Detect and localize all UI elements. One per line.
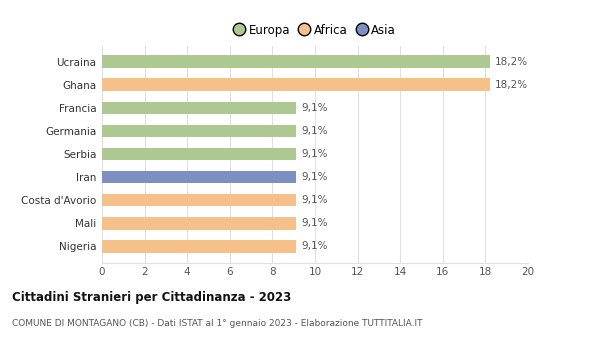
Bar	[102, 171, 296, 183]
Legend: Europa, Africa, Asia: Europa, Africa, Asia	[230, 19, 400, 41]
Text: 9,1%: 9,1%	[301, 195, 328, 205]
Text: 9,1%: 9,1%	[301, 103, 328, 113]
Text: 9,1%: 9,1%	[301, 218, 328, 228]
Text: 9,1%: 9,1%	[301, 126, 328, 136]
Bar	[102, 217, 296, 230]
Bar	[102, 240, 296, 253]
Text: 9,1%: 9,1%	[301, 149, 328, 159]
Text: Cittadini Stranieri per Cittadinanza - 2023: Cittadini Stranieri per Cittadinanza - 2…	[12, 290, 291, 303]
Bar	[102, 78, 490, 91]
Text: 18,2%: 18,2%	[495, 57, 528, 67]
Bar	[102, 102, 296, 114]
Bar	[102, 55, 490, 68]
Bar	[102, 125, 296, 137]
Text: COMUNE DI MONTAGANO (CB) - Dati ISTAT al 1° gennaio 2023 - Elaborazione TUTTITAL: COMUNE DI MONTAGANO (CB) - Dati ISTAT al…	[12, 318, 422, 328]
Bar	[102, 148, 296, 160]
Bar	[102, 194, 296, 206]
Text: 18,2%: 18,2%	[495, 80, 528, 90]
Text: 9,1%: 9,1%	[301, 241, 328, 251]
Text: 9,1%: 9,1%	[301, 172, 328, 182]
